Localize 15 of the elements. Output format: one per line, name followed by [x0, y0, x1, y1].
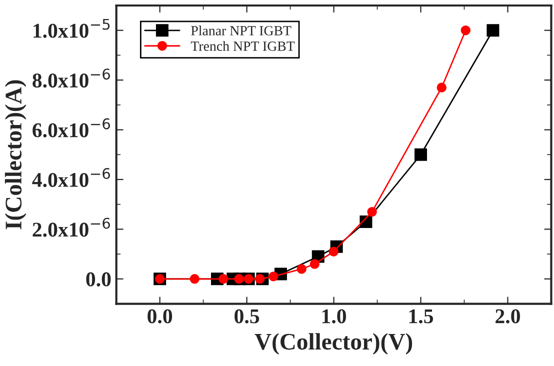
- y-tick-label: 1.0x10$^{−5}$: [34, 18, 110, 38]
- y-axis-title: I(Collector)(A): [4, 80, 26, 230]
- y-tick-label: 4.0x10$^{−6}$: [32, 168, 110, 188]
- legend-label: Planar NPT IGBT: [191, 26, 292, 36]
- x-tick-label: 2.0: [496, 309, 520, 324]
- y-tick-label: 0.0: [86, 272, 111, 286]
- x-tick-label: 1.0: [322, 309, 346, 324]
- x-axis-title: V(Collector)(V): [254, 333, 412, 354]
- y-tick-label: 2.0x10$^{−6}$: [32, 218, 110, 237]
- x-tick-label: 0.0: [148, 309, 172, 324]
- legend-label: Trench NPT IGBT: [190, 41, 295, 51]
- x-tick-label: 1.5: [409, 309, 434, 324]
- x-tick-label: 0.5: [234, 309, 260, 324]
- y-tick-label: 8.0x10$^{−6}$: [32, 68, 110, 88]
- y-tick-label: 6.0x10$^{−6}$: [32, 118, 110, 138]
